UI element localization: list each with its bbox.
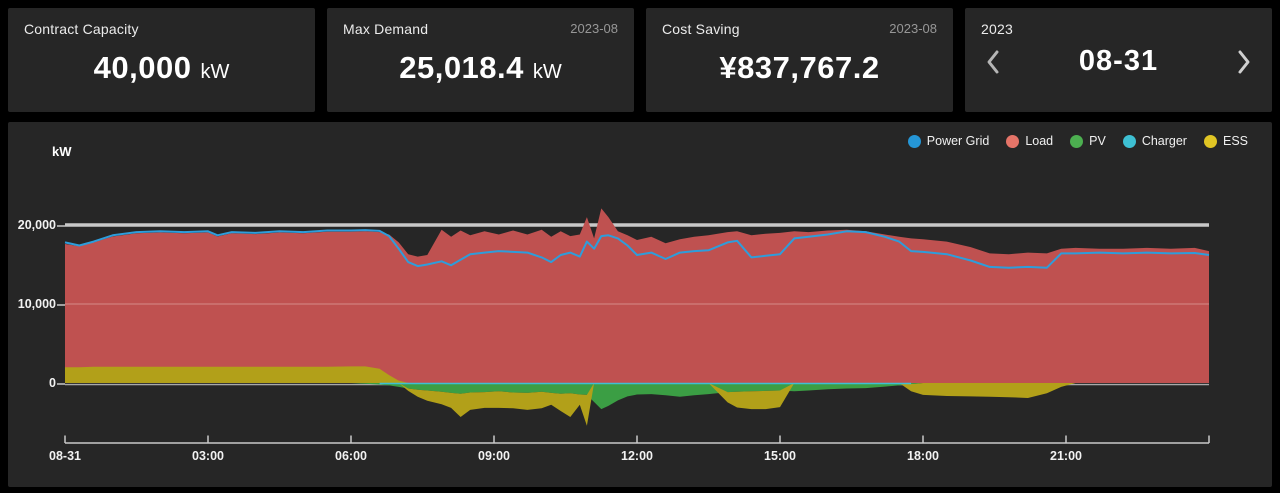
legend-item-load[interactable]: Load (1006, 134, 1053, 148)
chart-legend: Power Grid Load PV Charger ESS (907, 134, 1248, 148)
prev-day-button[interactable] (983, 47, 1003, 77)
x-tick-label-2100: 21:00 (1050, 449, 1082, 463)
ess-positive-area (65, 366, 1209, 383)
legend-item-power-grid[interactable]: Power Grid (907, 134, 990, 148)
max-demand-unit: kW (532, 61, 562, 83)
pv-area (65, 383, 1209, 410)
power-flow-chart[interactable] (8, 122, 1272, 487)
cost-saving-value: ¥837,767.2 (719, 50, 880, 85)
legend-label: ESS (1222, 134, 1248, 148)
card-period: 2023-08 (570, 21, 618, 36)
legend-dot-load (1006, 134, 1020, 148)
card-contract-capacity: Contract Capacity 40,000 kW (8, 8, 315, 112)
y-tick-label-0: 0 (49, 376, 56, 390)
card-date-nav: 2023 08-31 (965, 8, 1272, 112)
max-demand-value: 25,018.4 (399, 50, 524, 85)
legend-label: Load (1025, 134, 1054, 148)
legend-label: Charger (1141, 134, 1187, 148)
power-grid-line (64, 229, 1210, 269)
selected-date: 08-31 (1078, 45, 1159, 77)
y-axis-unit-label: kW (52, 144, 72, 159)
card-cost-saving: Cost Saving 2023-08 ¥837,767.2 (646, 8, 953, 112)
card-title: Cost Saving (662, 21, 740, 37)
x-tick-label-1500: 15:00 (764, 449, 796, 463)
x-tick-label-0900: 09:00 (478, 449, 510, 463)
x-tick-label-0300: 03:00 (192, 449, 224, 463)
contract-capacity-value: 40,000 (93, 50, 192, 85)
card-max-demand: Max Demand 2023-08 25,018.4 kW (327, 8, 634, 112)
legend-dot-power-grid (907, 134, 921, 148)
year-label: 2023 (981, 21, 1013, 37)
y-tick-label-10000: 10,000 (17, 297, 56, 311)
card-title: Max Demand (343, 21, 429, 37)
legend-label: Power Grid (926, 134, 990, 148)
x-tick-label-0831: 08-31 (49, 449, 81, 463)
next-day-button[interactable] (1234, 47, 1254, 77)
contract-capacity-unit: kW (200, 61, 230, 83)
legend-item-ess[interactable]: ESS (1203, 134, 1248, 148)
card-period: 2023-08 (889, 21, 937, 36)
legend-item-pv[interactable]: PV (1070, 134, 1106, 148)
power-chart-panel: kW Power Grid Load PV Charger ESS 0 10,000 20,… (8, 122, 1272, 487)
ess-negative-area (65, 383, 1209, 426)
card-title: Contract Capacity (24, 21, 139, 37)
chevron-right-icon (1238, 50, 1250, 73)
x-tick-label-1800: 18:00 (907, 449, 939, 463)
x-tick-label-0600: 06:00 (335, 449, 367, 463)
legend-label: PV (1089, 134, 1106, 148)
load-area (65, 208, 1209, 383)
legend-dot-charger (1122, 134, 1136, 148)
legend-dot-ess (1203, 134, 1217, 148)
legend-item-charger[interactable]: Charger (1122, 134, 1187, 148)
legend-dot-pv (1070, 134, 1084, 148)
y-tick-label-20000: 20,000 (17, 218, 56, 232)
chevron-left-icon (987, 50, 999, 73)
x-tick-label-1200: 12:00 (621, 449, 653, 463)
